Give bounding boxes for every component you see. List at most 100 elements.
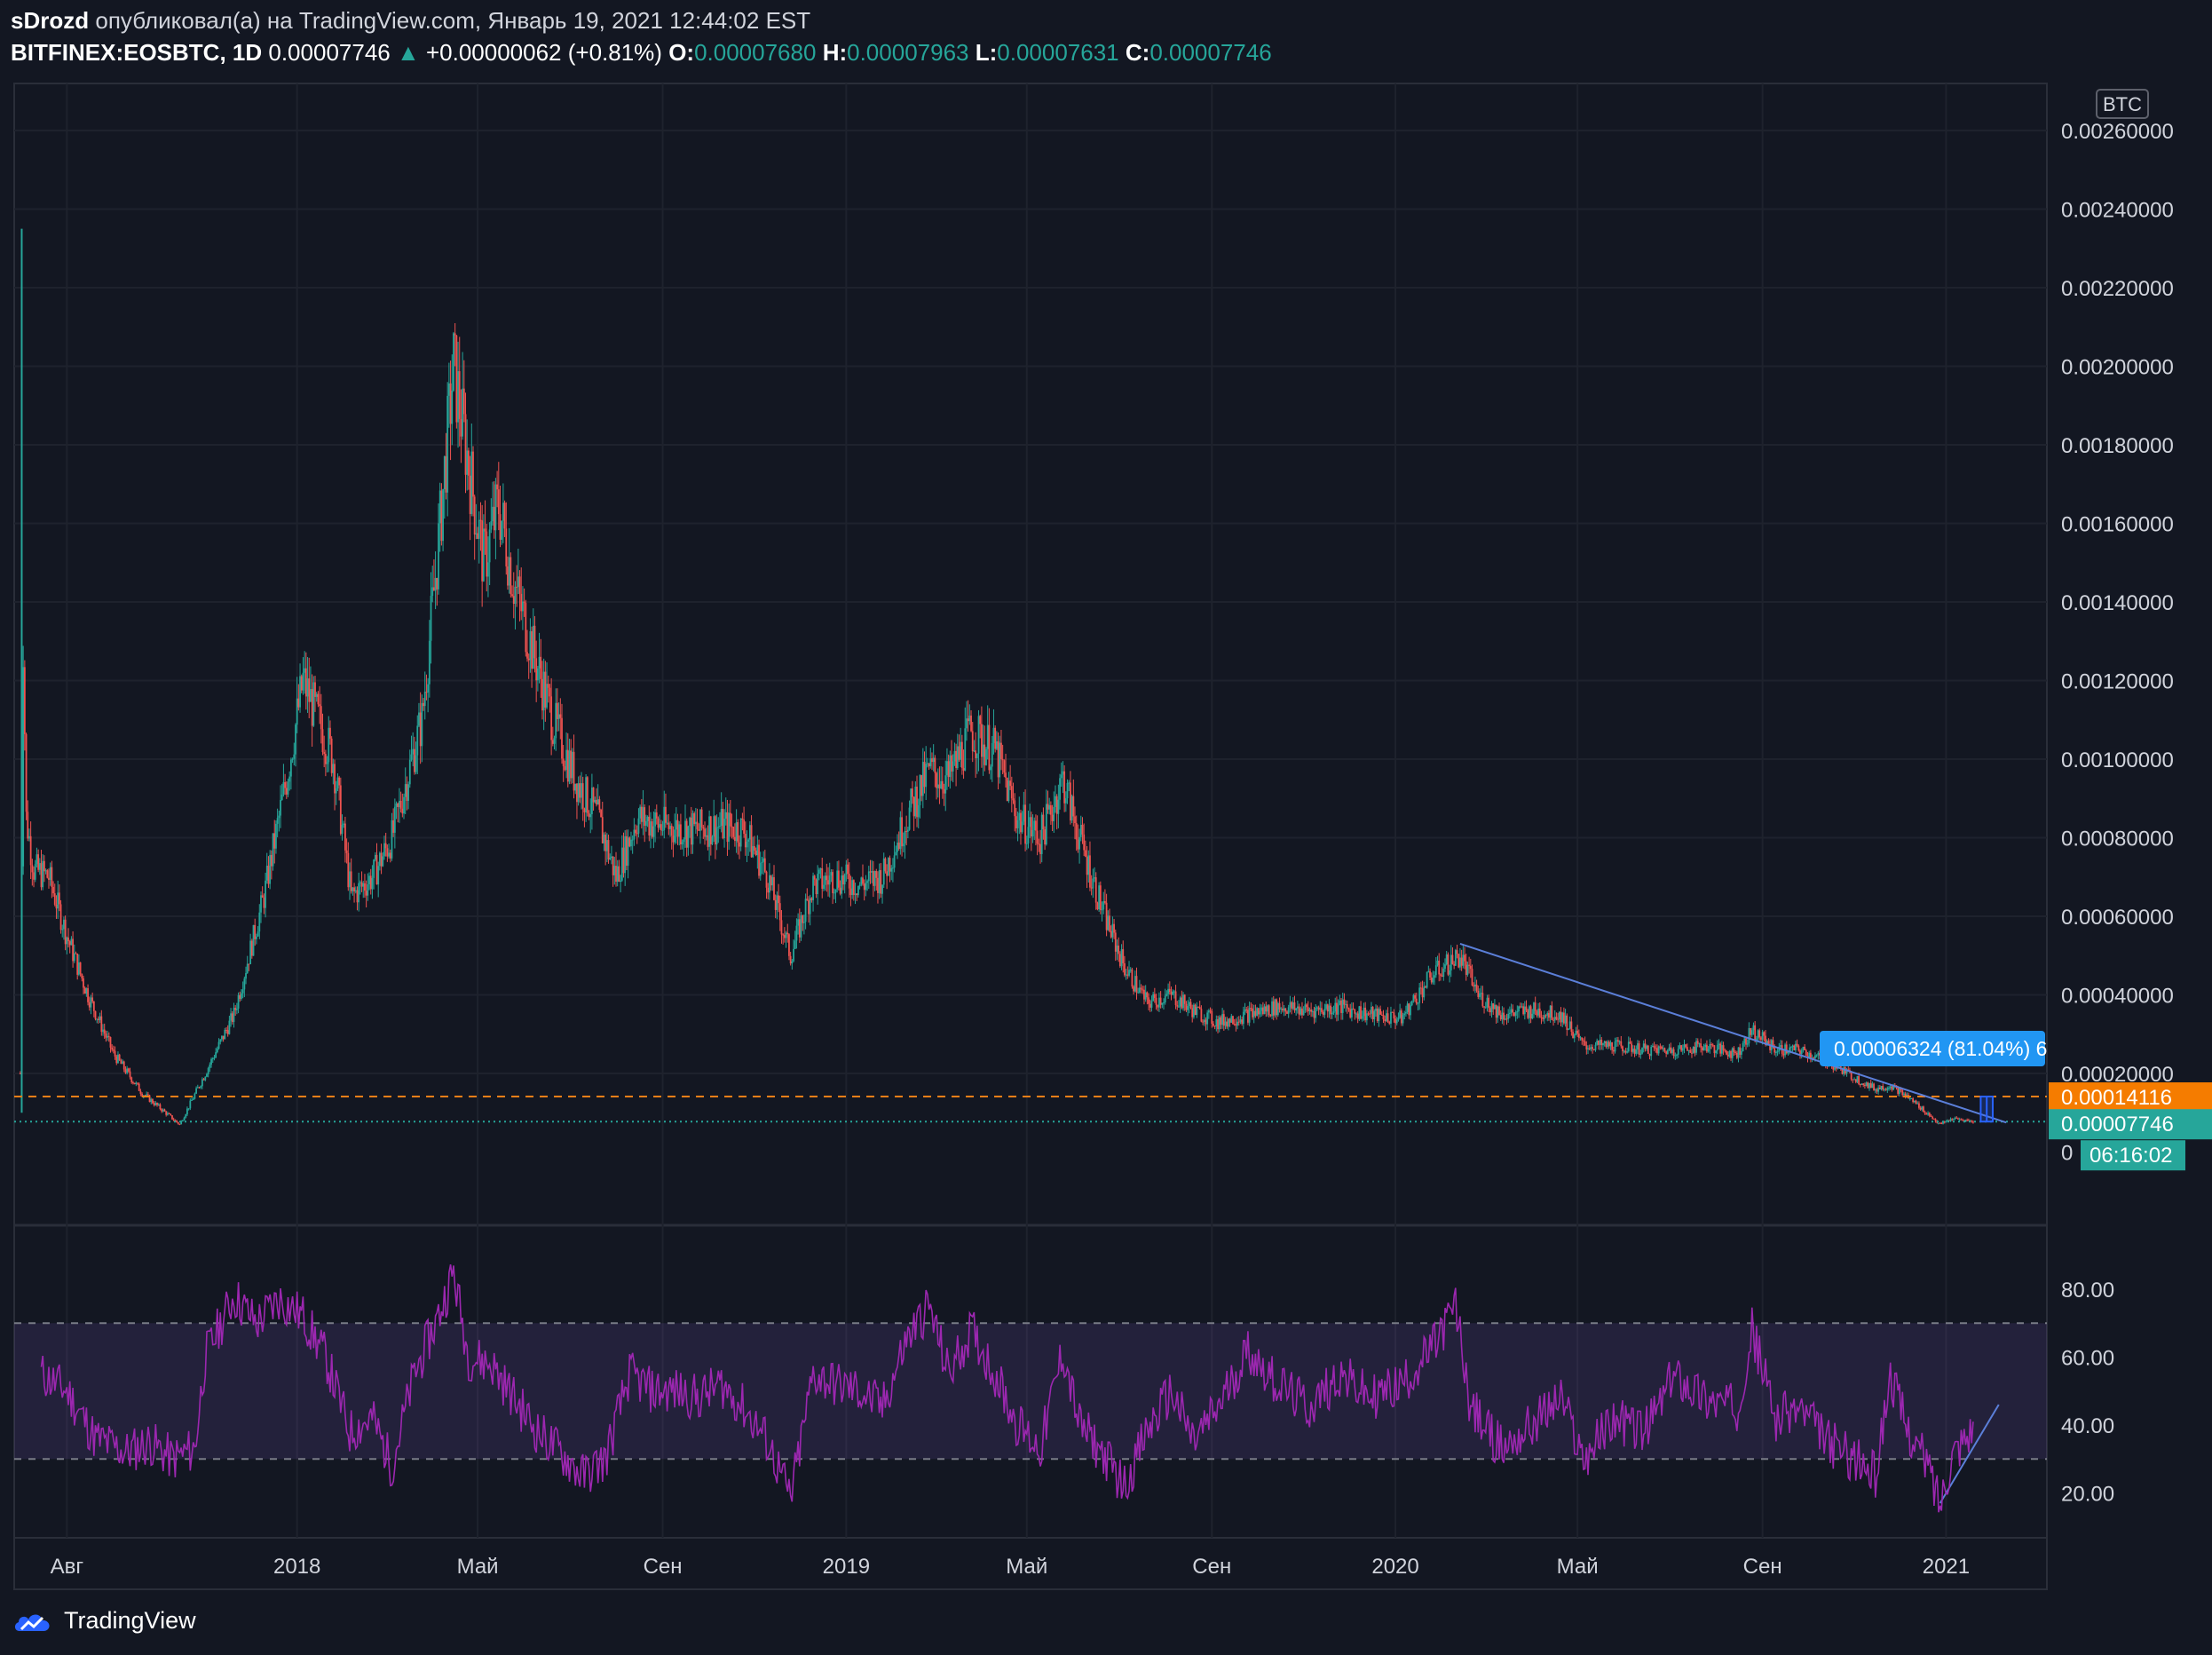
candle-body	[1410, 1001, 1413, 1006]
candle-body	[1884, 1089, 1887, 1091]
candle-body	[1217, 1019, 1219, 1030]
candle-body	[982, 744, 984, 757]
candle-body	[1286, 1011, 1288, 1014]
candle-body	[735, 822, 738, 842]
candle-body	[1161, 1002, 1164, 1005]
candle-body	[401, 808, 404, 814]
candle-body	[1489, 1008, 1491, 1013]
author-name[interactable]: sDrozd	[11, 7, 90, 34]
candle-body	[645, 820, 647, 827]
candle-body	[1361, 1016, 1363, 1019]
price-trendline[interactable]	[1459, 943, 2007, 1124]
rsi-tick-label: 40.00	[2061, 1414, 2114, 1438]
currency-box[interactable]	[2096, 89, 2149, 119]
candle-body	[102, 1029, 104, 1033]
candle-body	[1537, 1008, 1539, 1016]
chart-canvas[interactable]: 0.00006324 (81.04%) 6 0.00260000 0.002400…	[0, 75, 2212, 1591]
candle-body	[257, 931, 259, 937]
candle-body	[1203, 1019, 1205, 1023]
published-text: опубликовал(а) на TradingView.com, Январ…	[95, 7, 811, 34]
candle-body	[58, 892, 60, 905]
candle-body	[904, 830, 906, 844]
tradingview-logo[interactable]: TradingView	[12, 1607, 196, 1635]
candle-body	[1677, 1049, 1679, 1055]
candle-body	[1451, 954, 1454, 964]
candle-body	[488, 529, 491, 563]
ohlc-legend: BITFINEX:EOSBTC, 1D 0.00007746 ▲ +0.0000…	[11, 39, 1272, 67]
candle-body	[1776, 1051, 1779, 1053]
candle-body	[968, 715, 971, 722]
candle-body	[698, 829, 700, 831]
candle-body	[788, 934, 790, 956]
candle-body	[503, 503, 506, 529]
candle-body	[79, 962, 82, 974]
candle-body	[997, 740, 999, 778]
candle-body	[1612, 1049, 1615, 1052]
candle-body	[943, 788, 945, 794]
candle-body	[880, 870, 882, 894]
candle-body	[1118, 945, 1120, 954]
candle-body	[540, 656, 542, 679]
candle-body	[1488, 997, 1490, 1009]
candle-body	[1068, 782, 1070, 784]
candle-body	[1841, 1068, 1844, 1074]
candle-body	[502, 503, 504, 521]
candle-body	[66, 937, 68, 945]
candle-body	[1805, 1049, 1807, 1057]
candle-body	[1444, 964, 1446, 969]
candle-body	[505, 528, 508, 566]
candle-body	[1360, 1006, 1362, 1019]
symbol-title[interactable]: BITFINEX:EOSBTC, 1D	[11, 39, 263, 66]
candle-body	[1406, 1003, 1409, 1012]
candle-body	[1083, 834, 1086, 851]
candle-body	[194, 1093, 196, 1099]
time-tick-label: Сен	[1192, 1555, 1231, 1579]
candle-body	[230, 1013, 232, 1021]
candle-body	[761, 861, 763, 863]
candle-body	[877, 877, 879, 893]
candle-body	[1261, 1007, 1264, 1015]
candle-body	[1459, 957, 1461, 968]
candle-body	[1880, 1086, 1883, 1089]
candle-body	[1694, 1047, 1696, 1053]
candle-body	[1304, 1004, 1307, 1011]
candle-body	[765, 871, 768, 888]
candle-body	[1763, 1032, 1766, 1036]
candle-body	[1650, 1046, 1653, 1057]
candle-body	[1276, 999, 1278, 1016]
candle-body	[1105, 902, 1108, 930]
candle-body	[64, 919, 67, 945]
candle-body	[981, 724, 983, 757]
candle-body	[362, 883, 365, 887]
tradingview-cloud-icon	[14, 1613, 50, 1631]
price-tick-label: 0.00200000	[2061, 356, 2174, 380]
candle-body	[600, 810, 602, 818]
candle-body	[654, 812, 656, 827]
candle-body	[832, 872, 834, 893]
candle-body	[1483, 1006, 1485, 1008]
candle-body	[98, 1018, 99, 1020]
candle-body	[514, 586, 517, 605]
candle-body	[1774, 1051, 1777, 1053]
candle-body	[90, 997, 92, 1008]
candle-body	[1104, 900, 1106, 903]
candle-body	[1609, 1041, 1612, 1047]
candle-body	[1903, 1093, 1905, 1096]
candle-body	[1638, 1043, 1640, 1055]
candle-body	[1235, 1024, 1237, 1026]
candle-body	[126, 1068, 129, 1073]
candle-body	[152, 1099, 154, 1104]
candle-body	[1118, 954, 1121, 967]
candle-body	[1380, 1014, 1383, 1016]
candle-body	[1745, 1038, 1747, 1045]
candle-body	[201, 1079, 203, 1087]
candle-body	[1592, 1047, 1593, 1049]
candle-body	[1090, 887, 1093, 889]
candle-body	[1674, 1055, 1677, 1057]
candle-body	[639, 806, 642, 819]
candle-body	[1930, 1115, 1932, 1117]
candle-body	[1568, 1028, 1569, 1030]
candle-body	[1733, 1048, 1735, 1052]
candle-body	[866, 881, 868, 883]
candle-body	[1769, 1044, 1772, 1050]
